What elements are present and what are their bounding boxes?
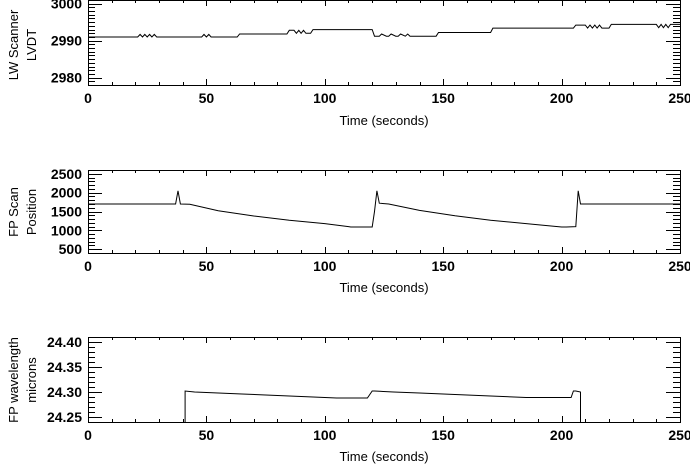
panel-lw-scanner-lvdt: LW Scanner LVDT Time (seconds) 0 50 100 150… <box>6 0 690 128</box>
panel-fp-scan-position: FP Scan Position Time (seconds) 0 50 100 15… <box>6 166 690 295</box>
y-tick-label: 24.35 <box>47 359 82 375</box>
y-axis-title-line2: Position <box>24 189 39 235</box>
y-tick-label: 2500 <box>51 166 82 182</box>
x-axis-title: Time (seconds) <box>339 449 428 464</box>
y-axis-title-line1: FP Scan <box>6 187 21 237</box>
x-tick-label: 150 <box>432 90 456 106</box>
x-tick-label: 100 <box>313 427 337 443</box>
x-axis-title: Time (seconds) <box>339 113 428 128</box>
y-axis-title-line2: microns <box>24 357 39 403</box>
y-tick-label: 1000 <box>51 222 82 238</box>
x-tick-label: 200 <box>550 90 574 106</box>
x-tick-label: 50 <box>199 427 215 443</box>
x-tick-label: 150 <box>432 427 456 443</box>
x-tick-label: 250 <box>668 427 690 443</box>
data-series-line <box>88 23 680 38</box>
y-tick-label: 1500 <box>51 204 82 220</box>
y-tick-label: 24.40 <box>47 334 82 350</box>
y-tick-label: 2990 <box>51 33 82 49</box>
x-axis-title: Time (seconds) <box>339 280 428 295</box>
data-series-line <box>88 190 680 228</box>
y-axis-title-line1: LW Scanner <box>6 9 21 80</box>
y-tick-label: 2000 <box>51 185 82 201</box>
x-tick-label: 150 <box>432 258 456 274</box>
x-tick-label: 50 <box>199 90 215 106</box>
y-tick-label: 3000 <box>51 0 82 12</box>
plot-frame <box>88 337 681 423</box>
x-tick-label: 200 <box>550 427 574 443</box>
plot-frame <box>88 170 681 254</box>
y-tick-label: 2980 <box>51 70 82 86</box>
x-tick-label: 50 <box>199 258 215 274</box>
x-tick-label: 0 <box>84 427 92 443</box>
x-tick-label: 200 <box>550 258 574 274</box>
y-axis-title-line1: FP wavelength <box>6 337 21 423</box>
x-tick-label: 0 <box>84 90 92 106</box>
y-axis-title-line2: LVDT <box>24 29 39 61</box>
x-tick-label: 0 <box>84 258 92 274</box>
y-tick-label: 500 <box>59 241 83 257</box>
plot-frame <box>88 0 681 86</box>
panel-fp-wavelength: FP wavelength microns Time (seconds) 0 50… <box>6 334 690 464</box>
y-tick-label: 24.25 <box>47 409 82 425</box>
x-tick-label: 250 <box>668 90 690 106</box>
data-series-line <box>184 390 581 422</box>
x-tick-label: 100 <box>313 90 337 106</box>
x-tick-label: 100 <box>313 258 337 274</box>
y-tick-label: 24.30 <box>47 384 82 400</box>
x-tick-label: 250 <box>668 258 690 274</box>
